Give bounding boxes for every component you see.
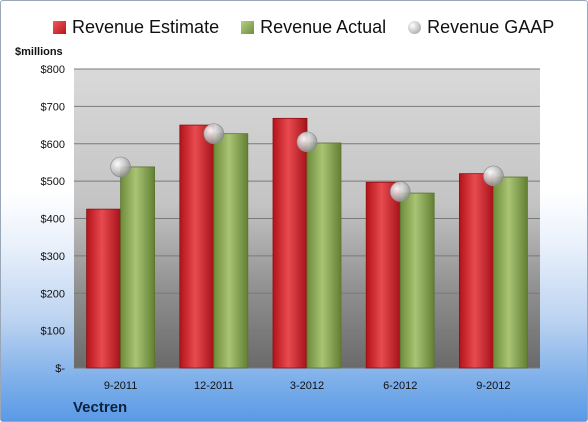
gaap-points [110, 123, 504, 202]
y-tick-label: $300 [41, 251, 65, 263]
x-tick-label: 3-2012 [290, 380, 324, 392]
y-axis-unit-label: $millions [15, 46, 63, 58]
x-axis-ticks: 9-2011 12-2011 3-2012 6-2012 9-2012 [104, 380, 511, 392]
bar-actual [492, 176, 528, 369]
bar-estimate [365, 181, 401, 369]
bar-estimate [86, 208, 121, 369]
bar-actual [306, 142, 342, 369]
legend-item-gaap: Revenue GAAP [408, 17, 554, 38]
point-gaap [389, 181, 411, 202]
legend-label-estimate: Revenue Estimate [72, 17, 220, 37]
point-gaap [110, 156, 131, 178]
y-tick-label: $100 [41, 326, 65, 338]
y-tick-label: $500 [41, 176, 65, 188]
point-gaap [483, 165, 504, 187]
y-axis-ticks: $- $100 $200 $300 $400 $500 $600 $700 $800 [41, 64, 66, 375]
x-tick-label: 12-2011 [194, 380, 234, 392]
point-gaap [296, 131, 318, 153]
bar-actual [213, 133, 249, 369]
bars [86, 117, 528, 369]
company-name: Vectren [73, 399, 128, 416]
legend-swatch-actual [241, 21, 255, 34]
legend-label-gaap: Revenue GAAP [427, 17, 555, 37]
legend: Revenue Estimate Revenue Actual Revenue … [53, 17, 554, 38]
y-tick-label: $600 [41, 139, 65, 151]
y-tick-label: $- [55, 363, 65, 375]
point-gaap [203, 123, 225, 144]
legend-label-actual: Revenue Actual [260, 17, 387, 37]
y-tick-label: $800 [41, 64, 65, 76]
legend-item-actual: Revenue Actual [241, 17, 386, 38]
x-tick-label: 9-2012 [476, 380, 510, 392]
legend-swatch-gaap [408, 21, 422, 34]
x-tick-label: 9-2011 [104, 380, 137, 392]
x-tick-label: 6-2012 [383, 380, 417, 392]
bar-estimate [458, 173, 494, 369]
legend-item-estimate: Revenue Estimate [53, 17, 219, 38]
y-tick-label: $200 [41, 288, 65, 300]
bar-estimate [272, 117, 308, 369]
bar-actual [120, 166, 155, 369]
bar-actual [399, 192, 435, 369]
y-tick-label: $700 [41, 101, 65, 113]
legend-swatch-estimate [53, 21, 66, 34]
y-tick-label: $400 [41, 214, 65, 226]
bar-estimate [179, 124, 215, 369]
